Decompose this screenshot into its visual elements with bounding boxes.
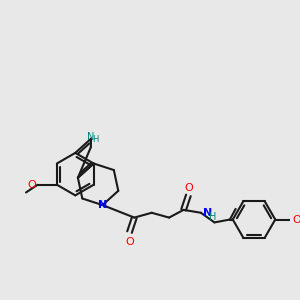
Text: O: O	[27, 180, 36, 190]
Text: H: H	[209, 212, 216, 222]
Text: O: O	[184, 182, 193, 193]
Text: O: O	[125, 237, 134, 247]
Text: H: H	[92, 135, 99, 144]
Text: N: N	[98, 200, 107, 210]
Text: O: O	[292, 214, 300, 224]
Text: N: N	[203, 208, 212, 218]
Text: N: N	[87, 132, 94, 142]
